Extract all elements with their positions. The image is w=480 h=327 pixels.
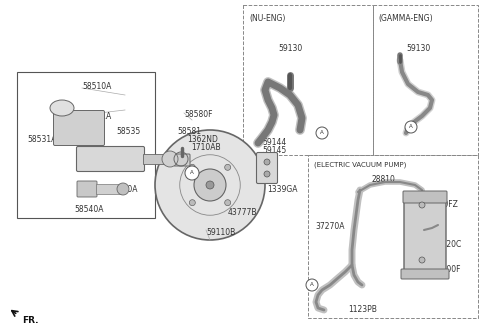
Text: A: A bbox=[409, 125, 413, 129]
Text: 58220C: 58220C bbox=[432, 240, 461, 249]
Circle shape bbox=[225, 164, 231, 170]
Bar bbox=[143, 154, 165, 164]
Ellipse shape bbox=[50, 100, 74, 116]
Circle shape bbox=[405, 121, 417, 133]
Text: FR.: FR. bbox=[22, 316, 38, 325]
Text: 59130: 59130 bbox=[406, 44, 430, 53]
Text: 58511A: 58511A bbox=[82, 112, 111, 121]
Circle shape bbox=[185, 166, 199, 180]
Text: 1140FZ: 1140FZ bbox=[429, 200, 458, 209]
Circle shape bbox=[162, 151, 178, 167]
Text: 59144: 59144 bbox=[262, 138, 286, 147]
FancyBboxPatch shape bbox=[403, 191, 447, 203]
Text: 58560A: 58560A bbox=[108, 185, 137, 194]
Text: 59145: 59145 bbox=[262, 146, 286, 155]
FancyBboxPatch shape bbox=[401, 269, 449, 279]
Text: 37270A: 37270A bbox=[315, 222, 345, 231]
FancyBboxPatch shape bbox=[174, 154, 190, 166]
Circle shape bbox=[194, 169, 226, 201]
Circle shape bbox=[117, 183, 129, 195]
Text: 28810: 28810 bbox=[372, 175, 396, 184]
Text: 58535: 58535 bbox=[116, 127, 140, 136]
Bar bbox=[373, 5, 478, 155]
Text: 1123PB: 1123PB bbox=[348, 305, 377, 314]
Circle shape bbox=[419, 257, 425, 263]
Text: 58580F: 58580F bbox=[184, 110, 213, 119]
Circle shape bbox=[306, 279, 318, 291]
FancyBboxPatch shape bbox=[53, 111, 105, 146]
Circle shape bbox=[189, 164, 195, 170]
Bar bbox=[243, 5, 373, 155]
Circle shape bbox=[225, 200, 231, 206]
FancyBboxPatch shape bbox=[76, 146, 144, 171]
Text: 58581: 58581 bbox=[177, 127, 201, 136]
Bar bbox=[17, 72, 155, 218]
Circle shape bbox=[419, 202, 425, 208]
Text: 59110B: 59110B bbox=[206, 228, 235, 237]
Bar bbox=[308, 155, 478, 318]
Circle shape bbox=[264, 171, 270, 177]
Circle shape bbox=[189, 200, 195, 206]
FancyBboxPatch shape bbox=[77, 181, 97, 197]
Bar bbox=[96, 184, 121, 194]
Circle shape bbox=[155, 130, 265, 240]
Circle shape bbox=[264, 159, 270, 165]
Text: A: A bbox=[320, 130, 324, 135]
Text: 43777B: 43777B bbox=[228, 208, 257, 217]
FancyBboxPatch shape bbox=[404, 198, 446, 272]
Text: (GAMMA-ENG): (GAMMA-ENG) bbox=[378, 14, 432, 23]
Text: A: A bbox=[190, 170, 194, 176]
Text: 58531A: 58531A bbox=[27, 135, 56, 144]
Text: 58200F: 58200F bbox=[432, 265, 460, 274]
Text: (NU-ENG): (NU-ENG) bbox=[249, 14, 286, 23]
Text: (ELECTRIC VACUUM PUMP): (ELECTRIC VACUUM PUMP) bbox=[314, 162, 407, 168]
Text: 58510A: 58510A bbox=[82, 82, 111, 91]
Text: 59130: 59130 bbox=[278, 44, 302, 53]
Text: 1710AB: 1710AB bbox=[191, 143, 221, 152]
Text: 1362ND: 1362ND bbox=[187, 135, 218, 144]
Circle shape bbox=[206, 181, 214, 189]
Text: 58540A: 58540A bbox=[74, 205, 104, 214]
Text: A: A bbox=[310, 283, 314, 287]
Text: 1339GA: 1339GA bbox=[267, 185, 298, 194]
Circle shape bbox=[316, 127, 328, 139]
FancyBboxPatch shape bbox=[256, 152, 277, 183]
